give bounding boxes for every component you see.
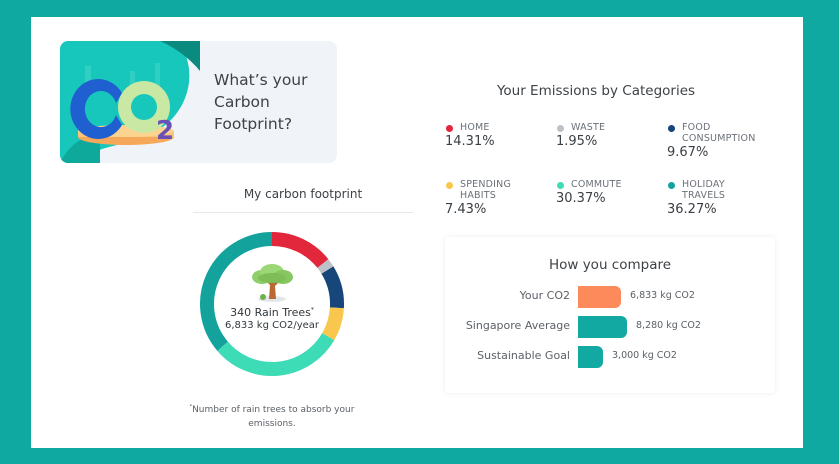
donut-segment-spending-habits[interactable] [322, 307, 344, 341]
compare-value: 8,280 kg CO2 [636, 320, 701, 331]
commute-dot-icon [557, 182, 564, 189]
home-dot-icon [446, 125, 453, 132]
donut-segment-commute[interactable] [217, 332, 335, 376]
hero-title: What’s your Carbon Footprint? [214, 69, 334, 135]
compare-row-singapore-average[interactable]: Singapore Average 8,280 kg CO2 [445, 316, 775, 338]
hero-card[interactable]: 2 What’s your Carbon Footprint? [60, 41, 337, 163]
donut-center: 340 Rain Trees* 6,833 kg CO2/year [199, 231, 345, 377]
compare-label: Sustainable Goal [477, 349, 570, 362]
compare-row-your-co2[interactable]: Your CO2 6,833 kg CO2 [445, 286, 775, 308]
tree-icon [252, 264, 293, 302]
category-value: 1.95% [556, 134, 598, 149]
trees-count: 340 Rain Trees* [230, 306, 314, 319]
donut-segment-home[interactable] [271, 232, 329, 269]
compare-bar[interactable] [578, 286, 621, 308]
co2-illustration-icon: 2 [60, 41, 200, 163]
footprint-title: My carbon footprint [243, 187, 363, 201]
waste-dot-icon [557, 125, 564, 132]
main-panel: 2 What’s your Carbon Footprint? My carbo… [31, 17, 803, 448]
compare-value: 3,000 kg CO2 [612, 350, 677, 361]
compare-label: Singapore Average [465, 319, 570, 332]
donut-segment-waste[interactable] [317, 259, 334, 274]
compare-bar[interactable] [578, 346, 603, 368]
holiday-dot-icon [668, 182, 675, 189]
category-spending-habits: SPENDING HABITS 7.43% [445, 179, 555, 217]
category-waste: WASTE 1.95% [556, 122, 666, 149]
spending-dot-icon [446, 182, 453, 189]
compare-label: Your CO2 [519, 289, 570, 302]
donut-segment-holiday-travels[interactable] [200, 232, 273, 351]
footprint-donut-chart[interactable]: 340 Rain Trees* 6,833 kg CO2/year [199, 231, 345, 377]
category-value: 7.43% [445, 202, 487, 217]
categories-legend: HOME 14.31% WASTE 1.95% FOOD CONSUMPTION … [445, 122, 785, 232]
hero-title-line: What’s your [214, 71, 308, 89]
donut-svg [200, 232, 344, 376]
compare-card: How you compare Your CO2 6,833 kg CO2 Si… [445, 237, 775, 393]
hero-title-line: Carbon [214, 93, 270, 111]
divider [193, 212, 413, 213]
compare-title: How you compare [548, 257, 672, 273]
hero-title-line: Footprint? [214, 115, 293, 133]
compare-value: 6,833 kg CO2 [630, 290, 695, 301]
category-value: 36.27% [667, 202, 717, 217]
footnote: *Number of rain trees to absorb your emi… [189, 404, 355, 429]
categories-title: Your Emissions by Categories [496, 83, 696, 99]
svg-text:2: 2 [156, 116, 174, 146]
category-commute: COMMUTE 30.37% [556, 179, 666, 206]
category-value: 30.37% [556, 191, 606, 206]
category-food-consumption: FOOD CONSUMPTION 9.67% [667, 122, 777, 160]
category-home: HOME 14.31% [445, 122, 555, 149]
category-holiday-travels: HOLIDAY TRAVELS 36.27% [667, 179, 777, 217]
co2-per-year: 6,833 kg CO2/year [224, 320, 320, 331]
category-value: 9.67% [667, 145, 709, 160]
donut-segment-food-consumption[interactable] [321, 266, 344, 309]
compare-row-sustainable-goal[interactable]: Sustainable Goal 3,000 kg CO2 [445, 346, 775, 368]
compare-bar[interactable] [578, 316, 627, 338]
category-value: 14.31% [445, 134, 495, 149]
food-dot-icon [668, 125, 675, 132]
